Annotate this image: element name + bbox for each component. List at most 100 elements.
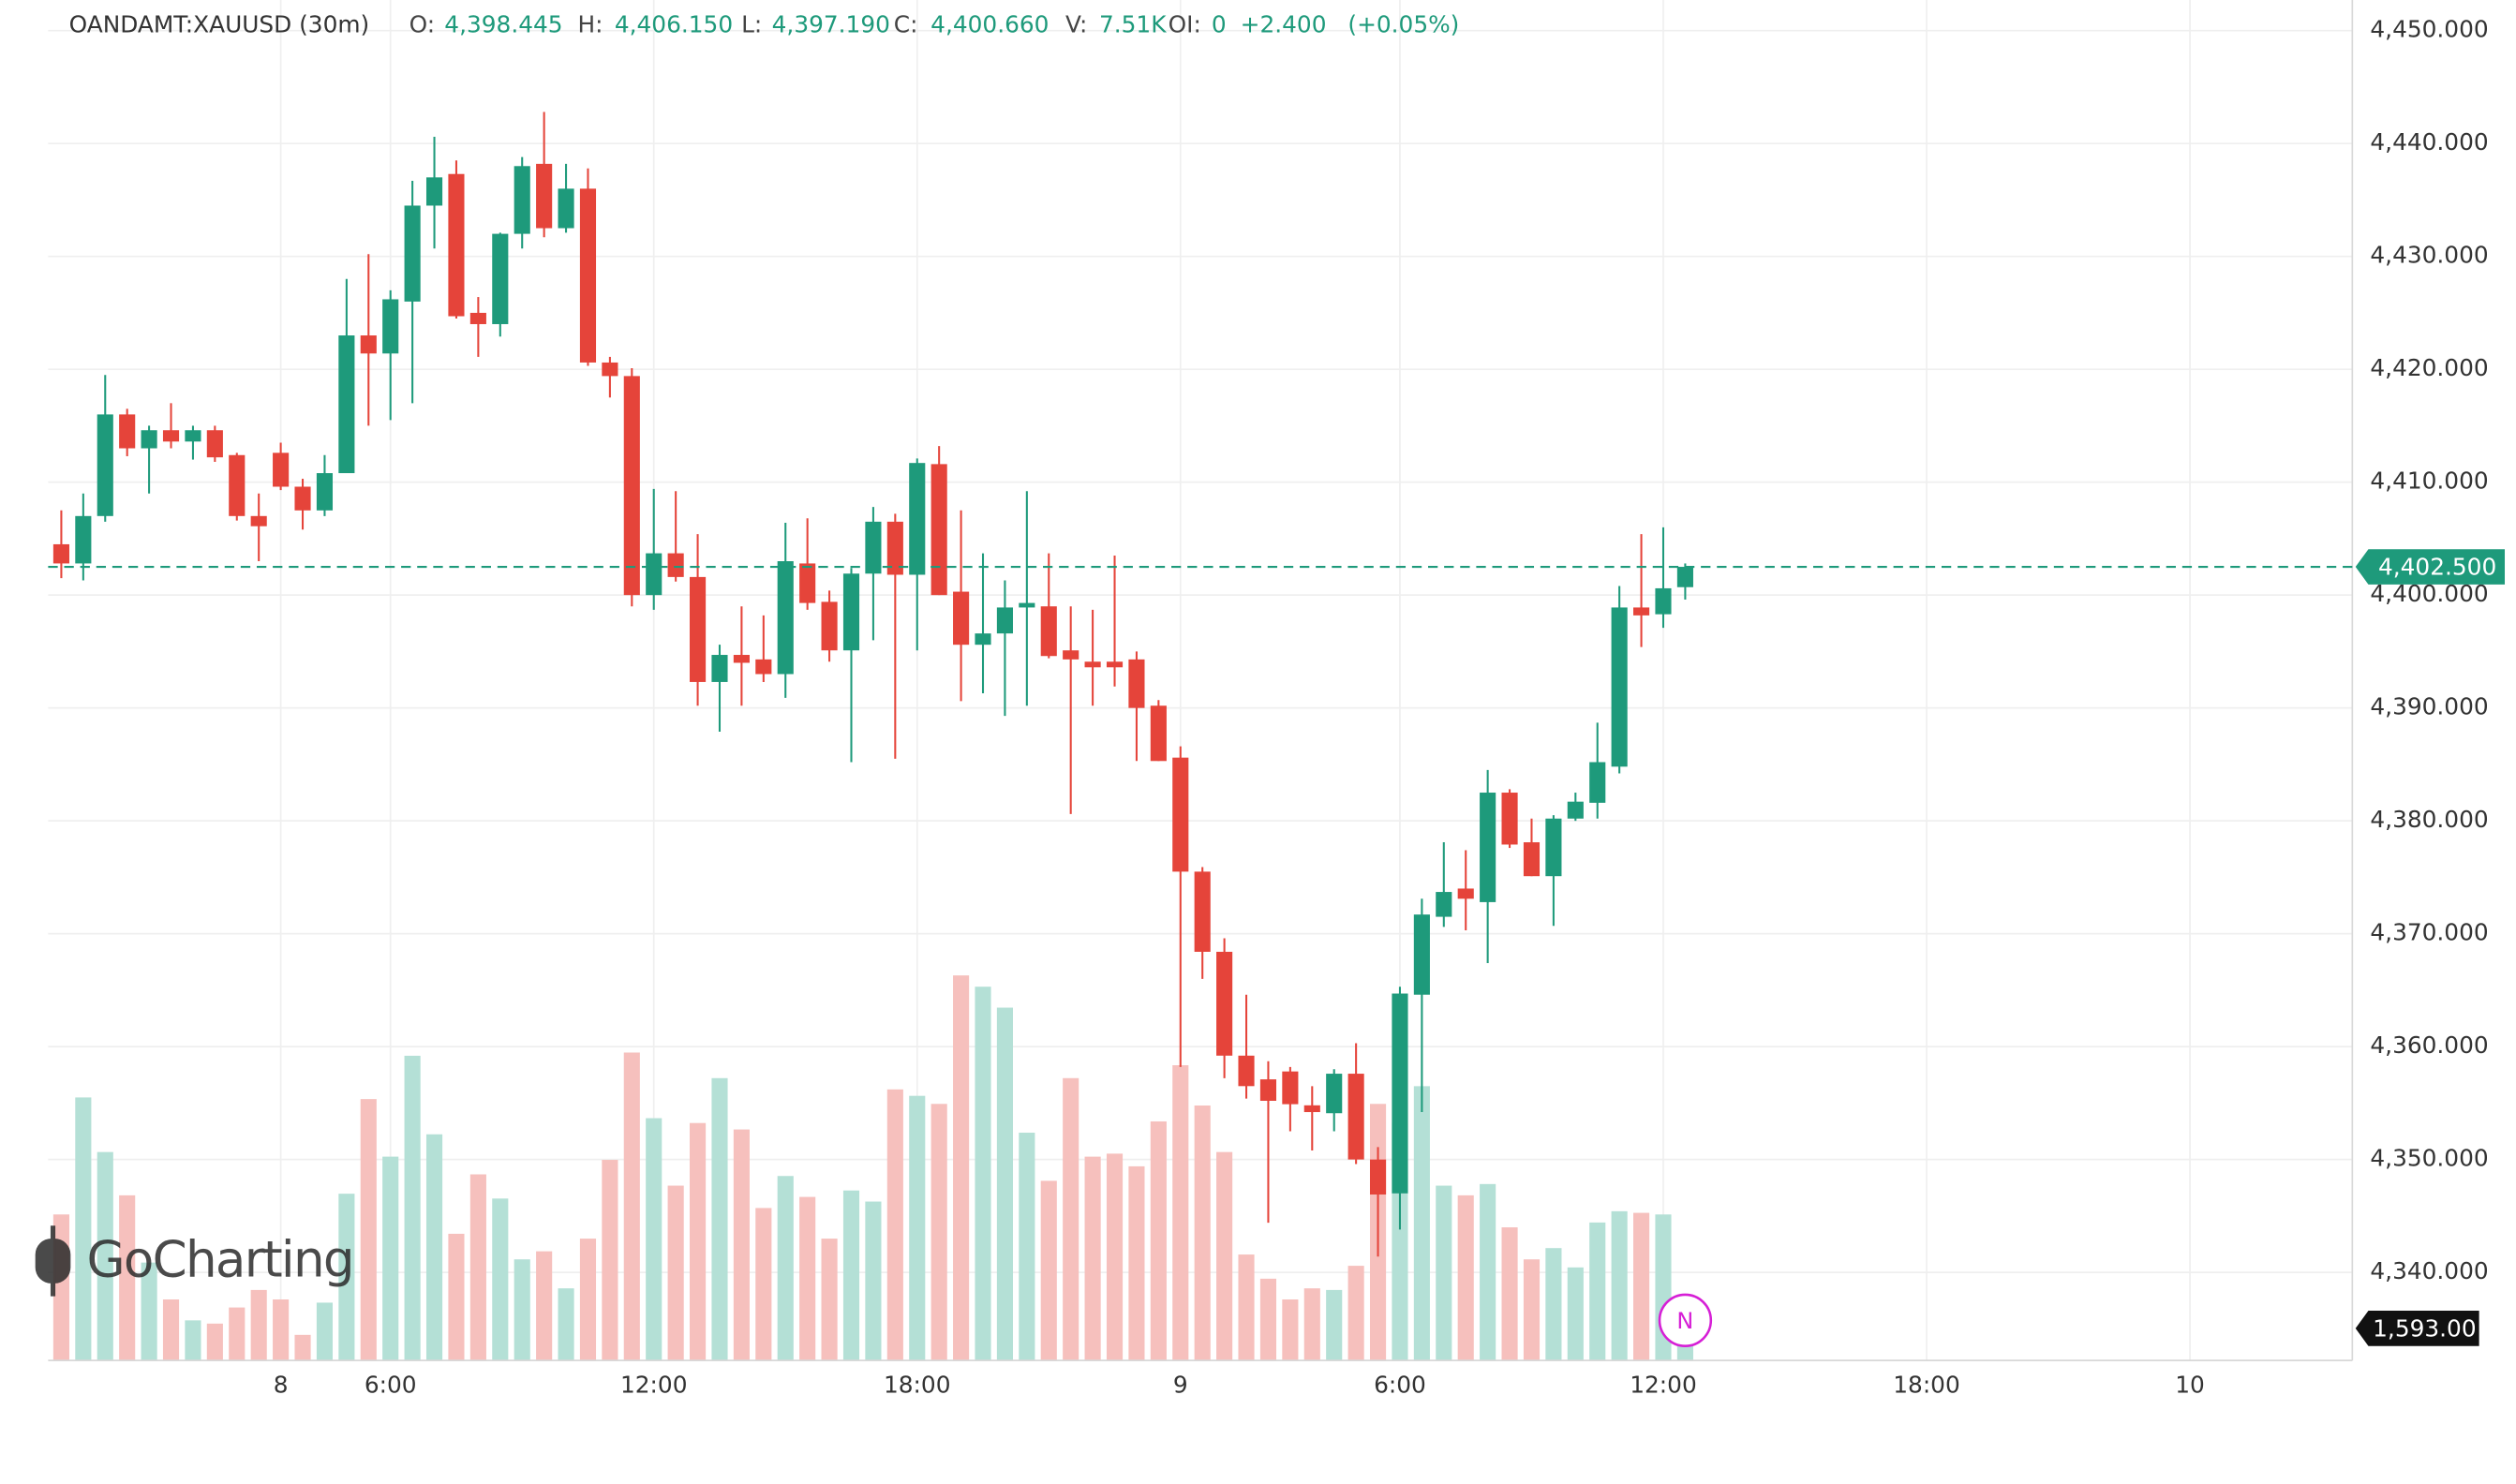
candle-body [273,453,290,487]
ohlc-label: L: [741,10,762,37]
candle-body [425,177,443,206]
volume-bar [1259,1278,1277,1361]
volume-bar [536,1251,553,1361]
candle-body [1040,606,1057,657]
candle-body [52,543,69,564]
candle-body [1611,607,1628,767]
candle-body [1019,602,1035,608]
x-tick-label: 8 [274,1372,289,1399]
candle-body [1150,705,1167,762]
volume-bar [667,1185,684,1361]
volume-bar [953,975,970,1361]
candle-body [1436,892,1452,917]
volume-bar [119,1195,136,1361]
candle-body [1655,587,1672,615]
y-tick-label: 4,430.000 [2370,242,2488,269]
candle-body [469,312,486,324]
volume-bar [514,1259,530,1361]
last-price-label: 4,402.500 [2378,554,2496,581]
candle-body [250,515,267,527]
candle-body [229,454,246,516]
volume-bar [1106,1153,1124,1361]
candles [52,111,1693,1257]
candle-body [646,553,662,596]
volume-bar [1501,1227,1518,1361]
volume-bar [75,1097,92,1361]
candle-body [316,473,334,511]
candle-body [1676,567,1693,587]
candle-body [338,335,355,474]
volume-bar [294,1334,311,1361]
event-marker [1658,1293,1713,1347]
candle-body [492,233,509,324]
ohlc-value: 4,398.445 [444,10,562,37]
candle-body [185,430,201,442]
candle-body [162,430,180,442]
candle-body [579,188,597,363]
volume-bar [1019,1133,1035,1361]
candle-body [448,173,465,317]
volume-bar [558,1288,574,1361]
overlays: 4,402.500 1,593.00 N [48,549,2506,1347]
volume-bar [1303,1288,1320,1361]
volume-bar [1063,1077,1079,1361]
volume-bar [1282,1298,1299,1361]
candle-body [996,607,1013,634]
x-tick-label: 6:00 [365,1372,417,1399]
candle-body [75,515,92,564]
volume-bar [996,1007,1013,1361]
volume-bar [1172,1065,1189,1361]
volume-bar [1457,1195,1474,1361]
volume-bar [909,1095,926,1361]
candle-body [1303,1105,1320,1113]
last-price-tag [2355,549,2506,585]
candle-body [799,563,816,603]
volume-bar [360,1099,377,1361]
candle-body [536,163,553,229]
volume-bar [1347,1266,1364,1361]
y-tick-label: 4,360.000 [2370,1031,2488,1059]
volume-bar [733,1129,750,1361]
volume-bar [777,1176,794,1361]
volume-bar [975,987,991,1361]
ohlc-label: C: [894,10,918,37]
candle-body [1238,1055,1255,1087]
volume-bar [579,1239,597,1361]
volume-bar [338,1194,355,1361]
candle-body [777,561,794,675]
volume-bar [1084,1156,1101,1361]
volume-bar [1436,1185,1452,1361]
volume-bar [1216,1151,1233,1361]
candle-body [1282,1071,1299,1105]
y-tick-label: 4,440.000 [2370,128,2488,156]
candle-body [1063,650,1079,660]
ohlc-label: O: [409,10,435,37]
grid [48,0,2353,1361]
volume-bar [469,1174,486,1361]
ohlc-value: 0 [1212,10,1227,37]
volume-bar [821,1239,838,1361]
watermark: GoCharting [35,1225,355,1297]
y-tick-label: 4,380.000 [2370,806,2488,833]
ohlc-value: 7.51K [1099,10,1167,37]
y-tick-label: 4,400.000 [2370,580,2488,607]
volume-bar [185,1320,201,1361]
x-tick-label: 18:00 [1893,1372,1960,1399]
candle-body [141,430,157,449]
candle-body [886,521,903,575]
volume-bar [690,1122,707,1361]
volume-bar [1413,1086,1430,1361]
volume-bar [141,1262,157,1361]
volume-bar [755,1208,772,1361]
ohlc-value: 4,400.660 [930,10,1049,37]
candle-body [1326,1074,1343,1114]
candle-body [602,362,618,377]
volume-bar [492,1198,509,1361]
y-tick-label: 4,370.000 [2370,919,2488,946]
candle-body [1216,951,1233,1056]
volume-bar [930,1104,947,1361]
volume-bar [1545,1248,1562,1361]
